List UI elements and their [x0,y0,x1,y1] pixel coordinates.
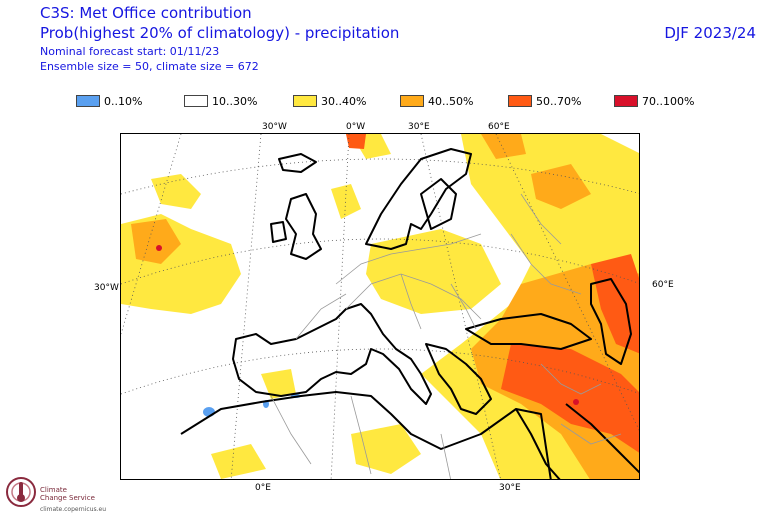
legend-item: 70..100% [614,93,694,109]
logo-name-line2: Change Service [40,494,95,502]
copernicus-logo [4,474,124,518]
forecast-start-label: Nominal forecast start: 01/11/23 [40,45,220,58]
legend-label: 0..10% [104,94,143,108]
legend-label: 30..40% [321,94,367,108]
country-borders [270,193,622,479]
legend-item: 10..30% [184,93,257,109]
prob-50-70-areas [346,134,639,453]
logo-name: Climate Change Service [40,486,95,502]
legend-swatch [76,95,100,107]
legend-label: 70..100% [642,94,695,108]
legend-label: 40..50% [428,94,474,108]
lon-label-bottom: 0°E [255,483,271,493]
legend-swatch [614,95,638,107]
logo-name-line1: Climate [40,486,67,494]
lat-label-right: 60°E [652,280,674,290]
graticule [121,134,639,479]
legend-swatch [508,95,532,107]
legend-item: 30..40% [293,93,366,109]
ensemble-size-label: Ensemble size = 50, climate size = 672 [40,60,259,73]
map-canvas [121,134,639,479]
legend-swatch [184,95,208,107]
season-label: DJF 2023/24 [664,24,756,42]
legend-swatch [400,95,424,107]
legend-item: 0..10% [76,93,142,109]
prob-70-100-areas [156,245,579,405]
lon-label-bottom: 30°E [499,483,521,493]
logo-url: climate.copernicus.eu [40,506,107,513]
climate-logo-icon [6,477,36,507]
legend-item: 50..70% [508,93,581,109]
lon-label-top: 30°W [262,122,287,132]
legend-label: 50..70% [536,94,582,108]
legend: 0..10% 10..30% 30..40% 40..50% 50..70% 7… [76,93,716,109]
lat-label-left: 30°W [94,283,119,293]
chart-title: C3S: Met Office contribution [40,4,252,22]
legend-swatch [293,95,317,107]
legend-label: 10..30% [212,94,258,108]
probability-map [120,133,640,480]
lon-label-top: 0°W [346,122,366,132]
legend-item: 40..50% [400,93,473,109]
chart-subtitle: Prob(highest 20% of climatology) - preci… [40,24,400,42]
lon-label-top: 30°E [408,122,430,132]
lon-label-top: 60°E [488,122,510,132]
